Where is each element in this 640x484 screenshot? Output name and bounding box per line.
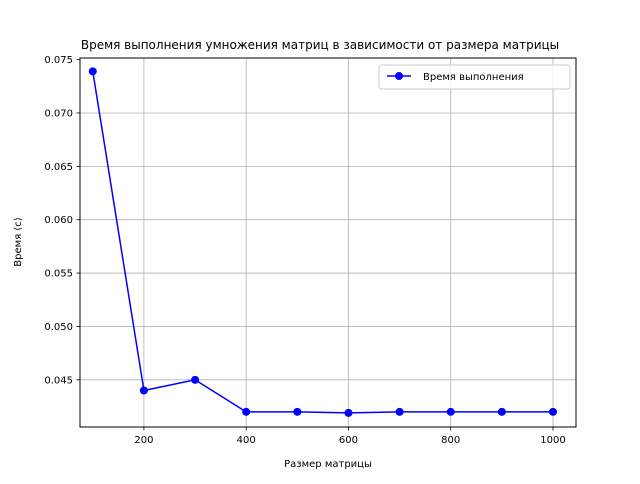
data-point <box>242 407 251 416</box>
y-tick-label: 0.045 <box>44 375 73 386</box>
x-tick-label: 200 <box>134 435 153 446</box>
y-axis-label: Время (с) <box>13 217 24 266</box>
legend-box <box>378 64 571 90</box>
x-axis-label: Размер матрицы <box>284 459 372 470</box>
legend-label: Время выполнения <box>423 72 524 83</box>
data-point <box>548 407 557 416</box>
data-point <box>344 408 353 417</box>
series-line <box>92 71 553 414</box>
y-tick-label: 0.065 <box>44 162 73 173</box>
y-tick-label: 0.075 <box>44 55 73 66</box>
y-tick-label: 0.060 <box>44 215 73 226</box>
x-tick-label: 1000 <box>540 435 565 446</box>
y-tick-label: 0.070 <box>44 108 73 119</box>
y-tick-label: 0.050 <box>44 322 73 333</box>
data-point <box>191 375 200 384</box>
data-point <box>497 407 506 416</box>
data-point <box>446 407 455 416</box>
data-point <box>293 407 302 416</box>
series-layer <box>88 67 557 417</box>
x-tick-label: 600 <box>339 435 358 446</box>
plot-frame <box>79 57 577 428</box>
grid-layer <box>80 58 576 427</box>
x-tick-label: 800 <box>441 435 460 446</box>
legend: Время выполнения <box>378 64 571 90</box>
data-point <box>395 407 404 416</box>
tick-layer: 200 400 600 800 1000 0.045 0.050 0.055 0.060 0.06… <box>44 55 565 446</box>
legend-marker-sample <box>395 72 403 80</box>
data-point <box>88 67 97 76</box>
data-point <box>139 386 148 395</box>
chart-title: Время выполнения умножения матриц в зави… <box>81 38 559 52</box>
x-tick-label: 400 <box>237 435 256 446</box>
y-tick-label: 0.055 <box>44 269 73 280</box>
